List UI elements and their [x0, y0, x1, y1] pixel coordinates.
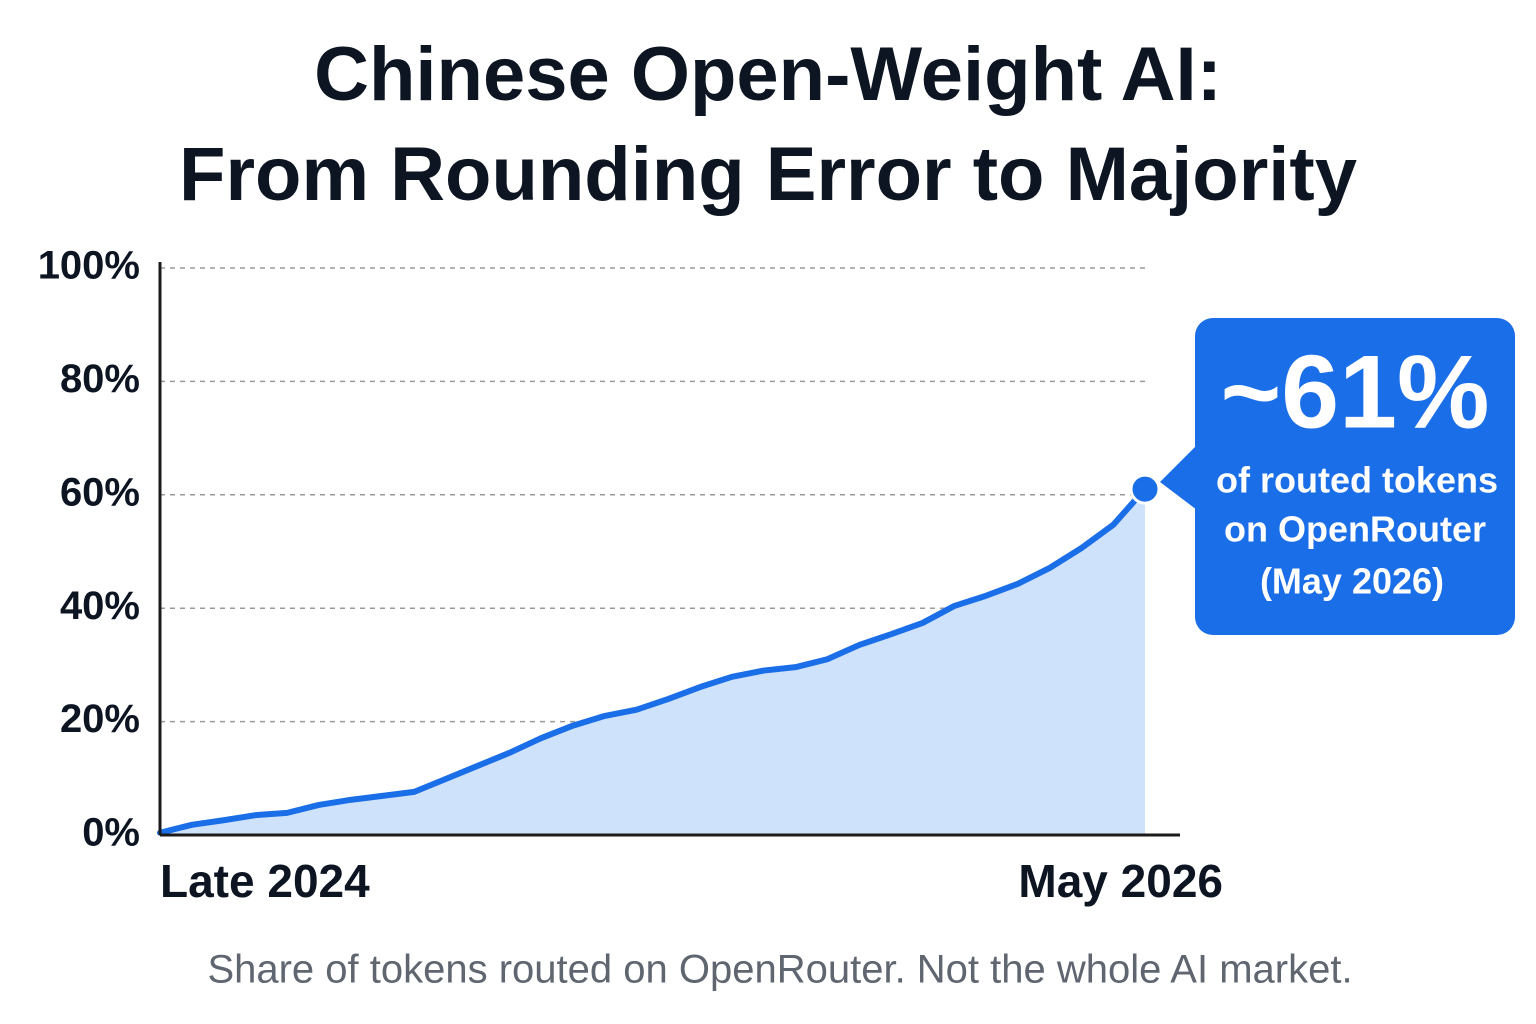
y-tick-label: 60% [60, 470, 140, 514]
area [160, 489, 1145, 835]
y-tick-label: 20% [60, 697, 140, 741]
annotation-text: on OpenRouter [1224, 509, 1486, 550]
chart-title: Chinese Open-Weight AI: [314, 32, 1222, 117]
y-tick-label: 40% [60, 584, 140, 628]
annotation-text: of routed tokens [1216, 460, 1498, 501]
annotation-headline: ~61% [1221, 334, 1490, 450]
x-tick-label: Late 2024 [160, 855, 370, 907]
annotation-pointer [1160, 445, 1197, 510]
annotation-box [1195, 318, 1515, 635]
y-tick-label: 0% [82, 811, 140, 855]
y-tick-label: 80% [60, 357, 140, 401]
x-tick-label: May 2026 [1018, 855, 1223, 907]
y-tick-label: 100% [38, 244, 140, 288]
annotation-text: (May 2026) [1260, 561, 1444, 602]
chart-title: From Rounding Error to Majority [179, 132, 1357, 217]
end-point [1129, 473, 1161, 505]
footnote: Share of tokens routed on OpenRouter. No… [207, 948, 1352, 992]
line [157, 486, 1148, 836]
